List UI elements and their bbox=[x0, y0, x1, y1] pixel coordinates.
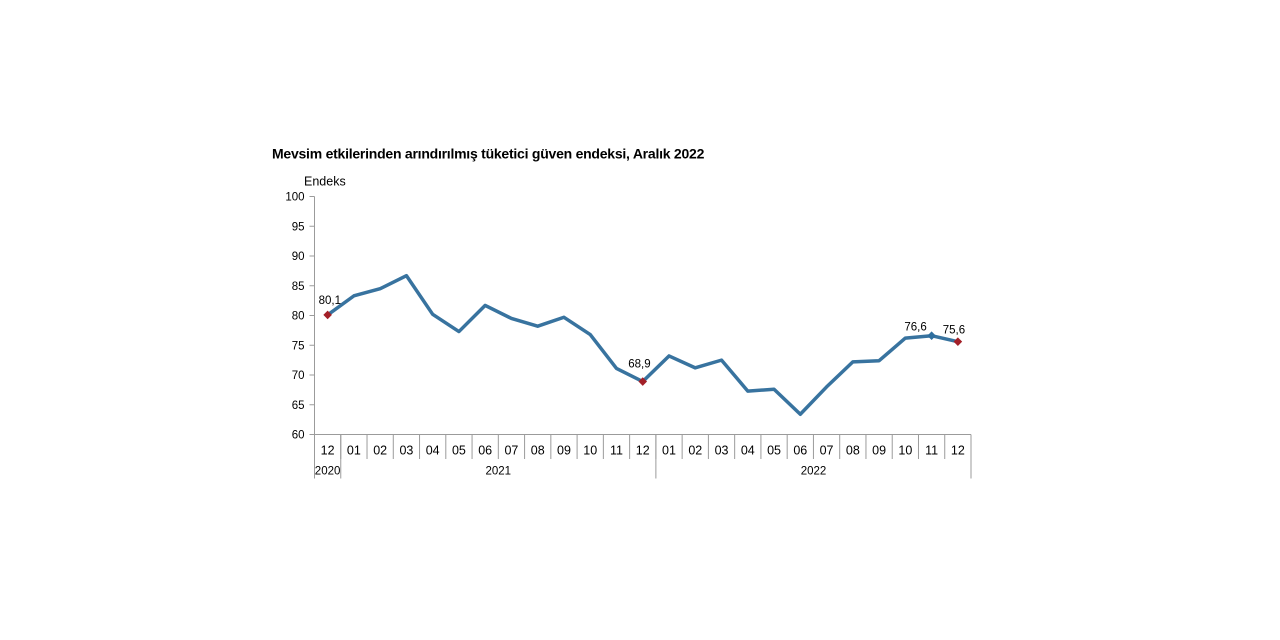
svg-text:08: 08 bbox=[846, 444, 860, 458]
svg-text:75,6: 75,6 bbox=[943, 325, 965, 337]
svg-text:11: 11 bbox=[610, 444, 623, 458]
svg-text:04: 04 bbox=[426, 444, 440, 458]
svg-text:80,1: 80,1 bbox=[319, 295, 341, 307]
svg-text:2022: 2022 bbox=[801, 466, 827, 478]
svg-text:11: 11 bbox=[925, 444, 938, 458]
svg-text:65: 65 bbox=[292, 400, 305, 412]
svg-text:10: 10 bbox=[583, 444, 597, 458]
svg-text:12: 12 bbox=[321, 444, 335, 458]
svg-text:Mevsim etkilerinden arındırılm: Mevsim etkilerinden arındırılmış tüketic… bbox=[272, 146, 705, 162]
svg-text:2020: 2020 bbox=[315, 466, 341, 478]
svg-text:01: 01 bbox=[662, 444, 676, 458]
svg-text:95: 95 bbox=[292, 221, 305, 233]
svg-text:05: 05 bbox=[452, 444, 466, 458]
svg-text:01: 01 bbox=[347, 444, 361, 458]
svg-text:12: 12 bbox=[951, 444, 965, 458]
svg-text:60: 60 bbox=[292, 430, 305, 442]
svg-text:75: 75 bbox=[292, 340, 305, 352]
svg-text:85: 85 bbox=[292, 281, 305, 293]
svg-text:80: 80 bbox=[292, 311, 305, 323]
svg-text:02: 02 bbox=[373, 444, 387, 458]
svg-text:Endeks: Endeks bbox=[304, 175, 346, 189]
svg-text:70: 70 bbox=[292, 370, 305, 382]
svg-text:06: 06 bbox=[793, 444, 807, 458]
svg-text:09: 09 bbox=[872, 444, 886, 458]
svg-text:05: 05 bbox=[767, 444, 781, 458]
svg-text:12: 12 bbox=[636, 444, 650, 458]
svg-text:08: 08 bbox=[531, 444, 545, 458]
svg-text:04: 04 bbox=[741, 444, 755, 458]
svg-text:2021: 2021 bbox=[486, 466, 512, 478]
svg-text:76,6: 76,6 bbox=[904, 322, 926, 334]
svg-text:03: 03 bbox=[399, 444, 413, 458]
svg-text:90: 90 bbox=[292, 251, 305, 263]
svg-text:06: 06 bbox=[478, 444, 492, 458]
svg-text:09: 09 bbox=[557, 444, 571, 458]
svg-text:10: 10 bbox=[898, 444, 912, 458]
svg-text:68,9: 68,9 bbox=[628, 359, 650, 371]
svg-text:07: 07 bbox=[820, 444, 834, 458]
svg-text:100: 100 bbox=[285, 192, 304, 204]
svg-text:07: 07 bbox=[504, 444, 518, 458]
svg-text:02: 02 bbox=[688, 444, 702, 458]
svg-text:03: 03 bbox=[715, 444, 729, 458]
